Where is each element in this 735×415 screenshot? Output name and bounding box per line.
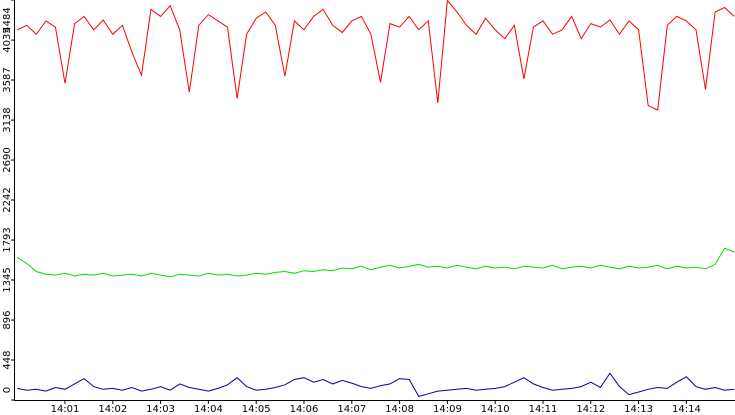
series-line bbox=[16, 247, 735, 278]
x-tick-label: 14:04 bbox=[194, 404, 223, 415]
y-tick-label: 896 bbox=[2, 311, 13, 330]
y-tick-label: 2242 bbox=[2, 187, 13, 212]
y-tick-label: 1345 bbox=[2, 267, 13, 292]
y-tick-label: 4484 bbox=[2, 7, 13, 32]
x-tick-label: 14:11 bbox=[529, 404, 558, 415]
x-tick-label: 14:05 bbox=[242, 404, 271, 415]
x-tick-label: 14:02 bbox=[98, 404, 127, 415]
y-tick-label: 2690 bbox=[2, 147, 13, 172]
x-tick-label: 14:12 bbox=[576, 404, 605, 415]
y-tick-label: 1793 bbox=[2, 227, 13, 252]
x-tick-label: 14:10 bbox=[481, 404, 510, 415]
x-tick-label: 14:14 bbox=[672, 404, 701, 415]
x-tick-label: 14:03 bbox=[146, 404, 175, 415]
y-tick-label: 3587 bbox=[2, 67, 13, 92]
y-tick-label: 3138 bbox=[2, 107, 13, 132]
y-tick-label: 4035 bbox=[2, 27, 13, 52]
series-line bbox=[16, 0, 735, 111]
series-line bbox=[17, 372, 735, 397]
x-tick-label: 14:01 bbox=[51, 404, 80, 415]
x-tick-label: 14:13 bbox=[624, 404, 653, 415]
y-tick-label: 0 bbox=[2, 387, 13, 393]
x-tick-label: 14:08 bbox=[385, 404, 414, 415]
x-tick-label: 14:09 bbox=[433, 404, 462, 415]
y-tick-label: 448 bbox=[2, 350, 13, 369]
x-tick-label: 14:07 bbox=[337, 404, 366, 415]
x-tick-label: 14:06 bbox=[290, 404, 319, 415]
